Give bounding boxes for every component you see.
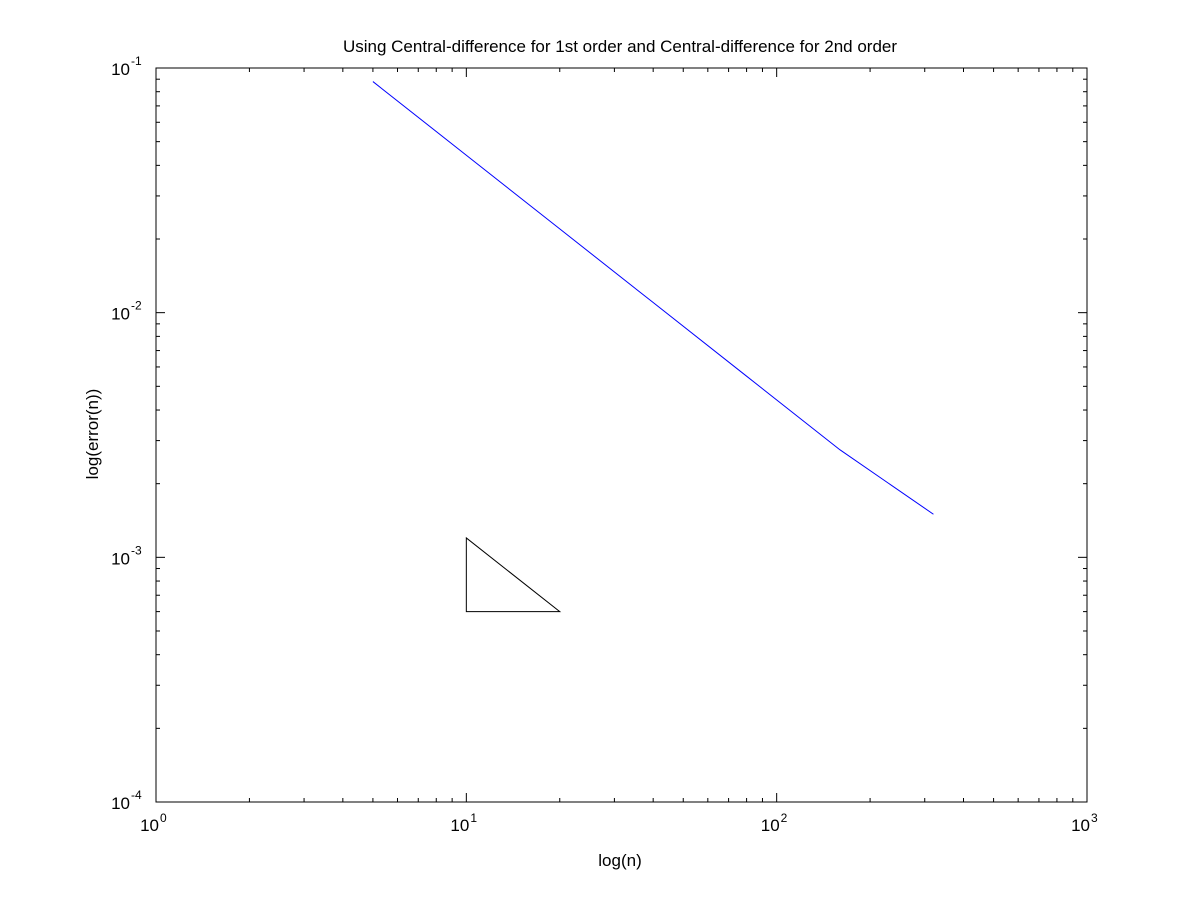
- x-tick-label-base: 10: [761, 816, 780, 835]
- slope-triangle: [465, 536, 562, 613]
- y-tick-label: 10 -4: [111, 788, 142, 813]
- y-tick-label-exponent: -3: [131, 543, 142, 557]
- x-tick-label: 10 2: [761, 811, 788, 835]
- x-tick-label-base: 10: [450, 816, 469, 835]
- x-tick-label: 10 1: [450, 811, 477, 835]
- series-line: [372, 81, 934, 515]
- major-ticks: [155, 67, 1088, 803]
- y-axis-label: log(error(n)): [83, 389, 102, 480]
- y-tick-label-base: 10: [111, 794, 130, 813]
- y-tick-label: 10 -3: [111, 543, 142, 568]
- x-axis-label: log(n): [598, 851, 641, 870]
- annotation-layer: [465, 536, 562, 613]
- x-tick-label-exponent: 0: [160, 811, 167, 825]
- x-tick-label: 10 3: [1071, 811, 1098, 835]
- y-tick-label-base: 10: [111, 549, 130, 568]
- y-tick-label-exponent: -2: [131, 299, 142, 313]
- x-tick-label-exponent: 2: [781, 811, 788, 825]
- x-tick-labels: 10 0 10 1 10 2 10 3: [140, 811, 1098, 835]
- x-tick-label-exponent: 1: [470, 811, 477, 825]
- y-tick-label-base: 10: [111, 305, 130, 324]
- plot-area-frame: [155, 67, 1088, 803]
- x-tick-label-base: 10: [1071, 816, 1090, 835]
- x-tick-label-exponent: 3: [1091, 811, 1098, 825]
- chart-title: Using Central-difference for 1st order a…: [343, 37, 897, 56]
- y-tick-label: 10 -1: [111, 54, 142, 79]
- y-tick-label-exponent: -1: [131, 54, 142, 68]
- minor-ticks: [156, 68, 1087, 802]
- y-tick-label-base: 10: [111, 60, 130, 79]
- y-tick-label-exponent: -4: [131, 788, 142, 802]
- series-layer: [372, 81, 934, 515]
- y-tick-label: 10 -2: [111, 299, 142, 324]
- x-tick-label: 10 0: [140, 811, 167, 835]
- y-tick-labels: 10-410-310-210-1: [111, 54, 142, 813]
- x-tick-label-base: 10: [140, 816, 159, 835]
